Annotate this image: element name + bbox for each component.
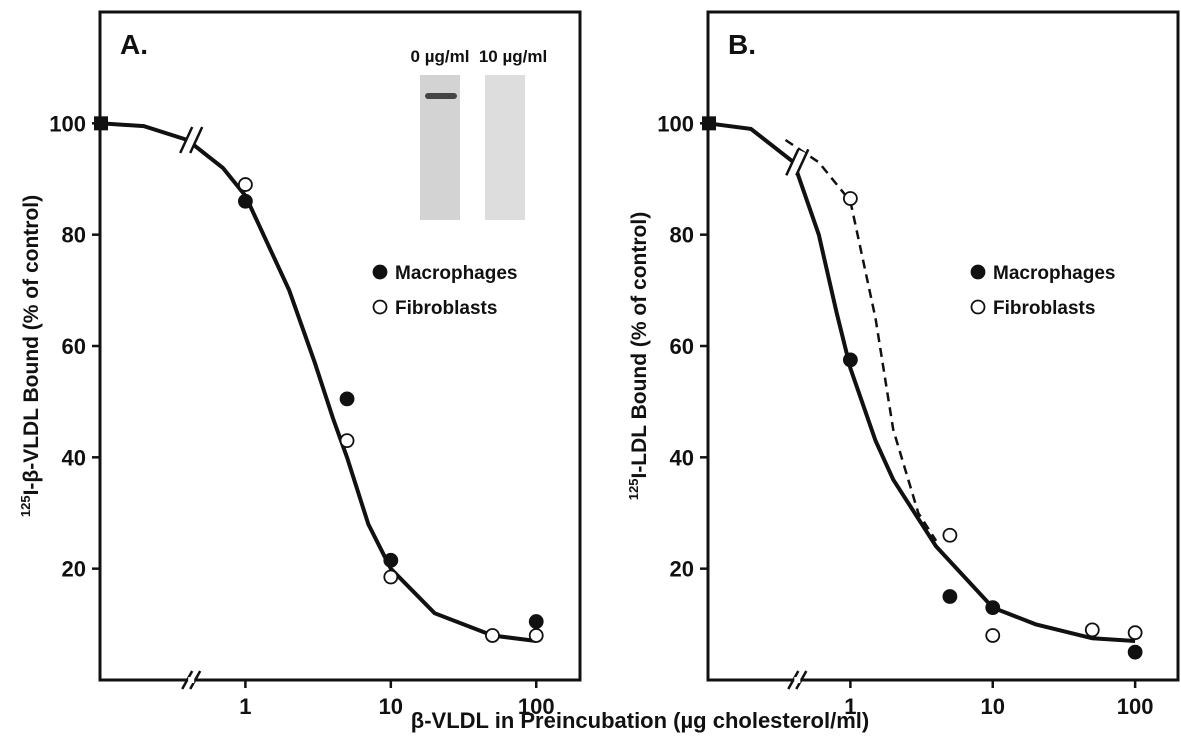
y-tick-label: 40 bbox=[670, 445, 694, 470]
data-point bbox=[341, 434, 354, 447]
legend-label: Fibroblasts bbox=[395, 298, 497, 319]
data-point bbox=[239, 178, 252, 191]
control-point bbox=[94, 116, 108, 130]
x-axis-label: β-VLDL in Preincubation (µg cholesterol/… bbox=[411, 708, 869, 733]
gel-lane bbox=[485, 75, 525, 220]
gel-band bbox=[425, 93, 457, 99]
legend-marker bbox=[374, 301, 387, 314]
x-tick-label: 100 bbox=[518, 694, 555, 719]
y-tick-label: 100 bbox=[49, 111, 86, 136]
y-tick-label: 60 bbox=[670, 334, 694, 359]
axis-break-gap bbox=[188, 677, 194, 683]
data-point bbox=[844, 353, 857, 366]
legend-label: Macrophages bbox=[993, 263, 1115, 284]
x-tick-label: 1 bbox=[844, 694, 856, 719]
data-point bbox=[1086, 623, 1099, 636]
data-point bbox=[986, 601, 999, 614]
y-axis-label-superscript: 125 bbox=[18, 495, 33, 517]
data-point bbox=[486, 629, 499, 642]
y-tick-label: 40 bbox=[62, 445, 86, 470]
data-point bbox=[986, 629, 999, 642]
y-axis-label-superscript: 125 bbox=[626, 479, 641, 501]
y-axis-label: 125I-LDL Bound (% of control) bbox=[626, 212, 651, 500]
inset-label: 10 µg/ml bbox=[479, 47, 547, 66]
y-tick-label: 20 bbox=[62, 557, 86, 582]
y-tick-label: 20 bbox=[670, 557, 694, 582]
panel-title: B. bbox=[728, 29, 756, 60]
x-tick-label: 10 bbox=[379, 694, 403, 719]
y-tick-label: 100 bbox=[657, 111, 694, 136]
plot-frame bbox=[708, 12, 1178, 680]
data-point bbox=[530, 615, 543, 628]
y-tick-label: 80 bbox=[670, 223, 694, 248]
axis-break-gap bbox=[794, 677, 800, 683]
data-point bbox=[943, 529, 956, 542]
fit-curve bbox=[708, 123, 1135, 641]
y-axis-label: 125I-β-VLDL Bound (% of control) bbox=[18, 195, 43, 517]
data-point bbox=[1129, 646, 1142, 659]
data-point bbox=[1129, 626, 1142, 639]
figure: β-VLDL in Preincubation (µg cholesterol/… bbox=[0, 0, 1181, 745]
y-tick-label: 80 bbox=[62, 223, 86, 248]
data-point bbox=[384, 571, 397, 584]
legend-marker bbox=[972, 301, 985, 314]
legend-label: Fibroblasts bbox=[993, 298, 1095, 319]
data-point bbox=[384, 554, 397, 567]
data-point bbox=[530, 629, 543, 642]
y-axis-label-text: I-β-VLDL Bound (% of control) bbox=[20, 195, 43, 496]
legend-label: Macrophages bbox=[395, 263, 517, 284]
x-tick-label: 100 bbox=[1117, 694, 1154, 719]
legend-marker bbox=[972, 266, 985, 279]
y-tick-label: 60 bbox=[62, 334, 86, 359]
x-tick-label: 10 bbox=[981, 694, 1005, 719]
control-point bbox=[702, 116, 716, 130]
data-point bbox=[341, 392, 354, 405]
legend-marker bbox=[374, 266, 387, 279]
data-point bbox=[943, 590, 956, 603]
data-point bbox=[844, 192, 857, 205]
fit-curve bbox=[100, 123, 536, 641]
x-tick-label: 1 bbox=[239, 694, 251, 719]
inset-label: 0 µg/ml bbox=[411, 47, 470, 66]
data-point bbox=[239, 195, 252, 208]
panel-title: A. bbox=[120, 29, 148, 60]
y-axis-label-text: I-LDL Bound (% of control) bbox=[628, 212, 651, 479]
